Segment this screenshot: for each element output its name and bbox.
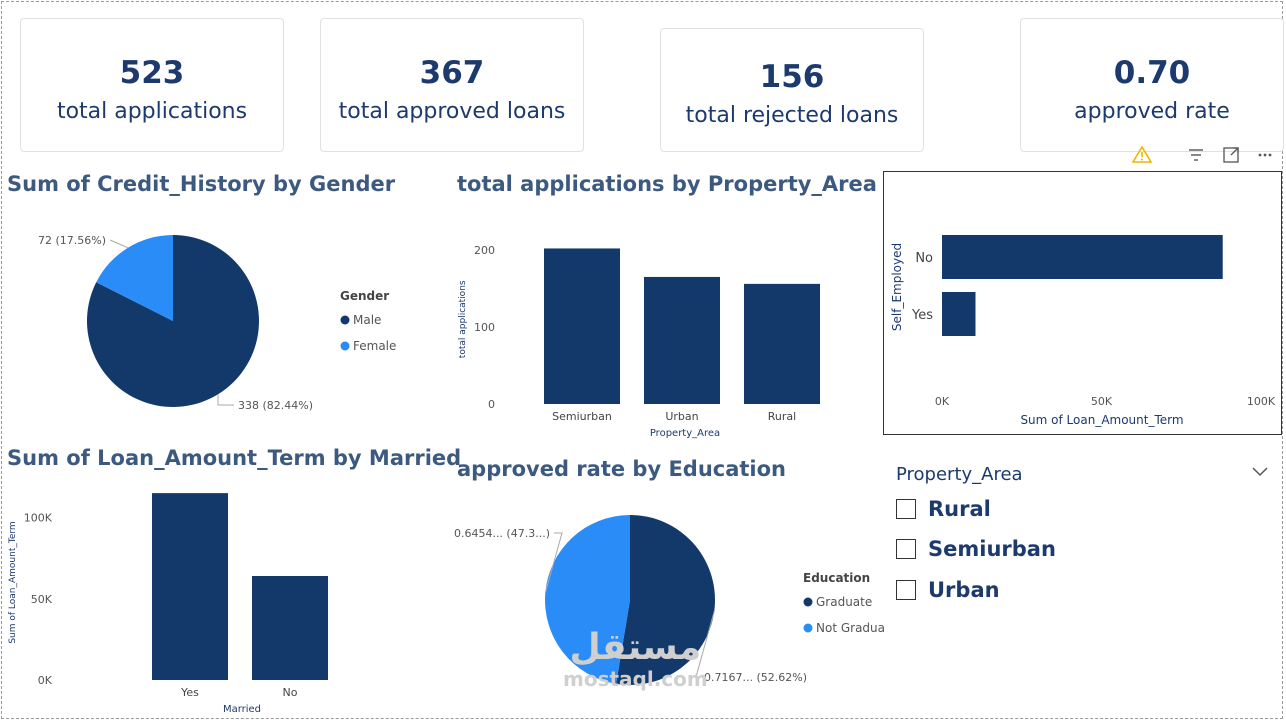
kpi-value: 0.70 (1113, 55, 1191, 91)
kpi-label: total approved loans (338, 99, 566, 124)
y-tick-label: 0K (38, 674, 53, 687)
x-tick-label: 50K (1091, 395, 1113, 408)
kpi-value: 156 (759, 59, 825, 95)
chart-title-property-area: total applications by Property_Area (457, 172, 877, 196)
more-options-icon[interactable] (1258, 153, 1272, 157)
legend-title: Education (803, 571, 870, 585)
y-axis-title: Self_Employed (890, 243, 904, 331)
chart-title-married: Sum of Loan_Amount_Term by Married (7, 446, 462, 470)
pie-slice-not-gradua (545, 515, 630, 684)
data-label: 0.7167... (52.62%) (704, 671, 807, 684)
pie-slice-graduate (616, 515, 716, 685)
y-axis-title: total applications (458, 280, 468, 358)
legend-label: Not Gradua (816, 621, 885, 635)
bar-yes (942, 292, 976, 336)
x-axis-title: Property_Area (650, 428, 720, 439)
y-tick-label: 0 (488, 398, 495, 411)
education-pie-chart[interactable]: 0.7167... (52.62%) 0.6454... (47.3...) Edu… (450, 490, 885, 720)
bar-no (942, 235, 1223, 279)
visual-header-toolbar (1132, 144, 1272, 166)
slicer-item-semiurban[interactable]: Semiurban (896, 537, 1056, 561)
y-axis-title: Sum of Loan_Amount_Term (8, 521, 18, 643)
x-tick-label: Urban (665, 410, 698, 423)
property-area-bar-chart[interactable]: 0 100 200 Semiurban Urban Rural Property_Area t… (450, 200, 850, 445)
bar-no (252, 576, 328, 680)
filter-icon[interactable] (1189, 149, 1203, 161)
x-axis-title: Sum of Loan_Amount_Term (1020, 413, 1183, 427)
chevron-down-icon[interactable] (1251, 466, 1269, 478)
x-tick-label: Semiurban (552, 410, 612, 423)
focus-mode-icon[interactable] (1223, 147, 1239, 163)
x-tick-label: Rural (768, 410, 796, 423)
married-bar-chart[interactable]: 0K 50K 100K Yes No Married Sum of Loan_Amount_… (0, 478, 440, 718)
y-tick-label: 100K (24, 512, 53, 525)
slicer-item-rural[interactable]: Rural (896, 497, 991, 521)
x-tick-label: No (283, 686, 298, 699)
data-label: 72 (17.56%) (38, 234, 106, 247)
chart-title-education: approved rate by Education (457, 457, 787, 481)
checkbox[interactable] (896, 499, 916, 519)
leader-line (109, 239, 129, 249)
kpi-card-total-approved-loans[interactable]: 367 total approved loans (320, 18, 584, 152)
slicer-item-urban[interactable]: Urban (896, 578, 1000, 602)
kpi-label: approved rate (1074, 99, 1230, 124)
leader-line (217, 394, 234, 406)
legend-title: Gender (340, 289, 389, 303)
pie-slice-female (96, 235, 173, 321)
warning-icon[interactable] (1132, 145, 1153, 163)
x-tick-label: 100K (1247, 395, 1276, 408)
leader-line (695, 611, 715, 678)
visual-border (883, 171, 1282, 435)
slicer-title: Property_Area (896, 464, 1023, 485)
kpi-card-approved-rate[interactable]: 0.70 approved rate (1020, 18, 1284, 152)
kpi-label: total applications (56, 99, 248, 124)
chart-title-gender: Sum of Credit_History by Gender (7, 172, 396, 196)
y-tick-label: 100 (474, 321, 495, 334)
gender-pie-chart[interactable]: 338 (82.44%) 72 (17.56%) Gender Male Female (0, 200, 440, 440)
data-label: 338 (82.44%) (238, 399, 313, 412)
legend-marker (340, 341, 350, 351)
legend-label: Graduate (816, 595, 872, 609)
legend-label: Male (353, 313, 381, 327)
checkbox[interactable] (896, 580, 916, 600)
bar-yes (152, 493, 228, 680)
bar-urban (644, 276, 720, 404)
y-tick-label: Yes (911, 308, 933, 323)
x-tick-label: Yes (180, 686, 199, 699)
bar-semiurban (544, 248, 620, 404)
y-tick-label: 200 (474, 244, 495, 257)
kpi-card-total-rejected-loans[interactable]: 156 total rejected loans (660, 28, 924, 152)
y-tick-label: 50K (31, 593, 53, 606)
legend-label: Female (353, 339, 396, 353)
y-tick-label: No (915, 251, 933, 266)
checkbox[interactable] (896, 539, 916, 559)
legend-marker (803, 597, 813, 607)
kpi-value: 523 (119, 55, 185, 91)
self-employed-bar-chart[interactable]: No Yes 0K 50K 100K Sum of Loan_Amount_Term Sel… (883, 171, 1282, 435)
x-axis-title: Married (223, 704, 261, 715)
kpi-label: total rejected loans (685, 103, 899, 128)
kpi-card-total-applications[interactable]: 523 total applications (20, 18, 284, 152)
slicer-item-label: Rural (928, 497, 991, 521)
slicer-item-label: Semiurban (928, 537, 1056, 561)
legend-marker (803, 623, 813, 633)
kpi-value: 367 (419, 55, 485, 91)
legend-marker (340, 315, 350, 325)
leader-line (544, 532, 563, 594)
x-tick-label: 0K (935, 395, 950, 408)
data-label: 0.6454... (47.3...) (454, 527, 550, 540)
slicer-item-label: Urban (928, 578, 1000, 602)
bar-rural (744, 283, 820, 404)
